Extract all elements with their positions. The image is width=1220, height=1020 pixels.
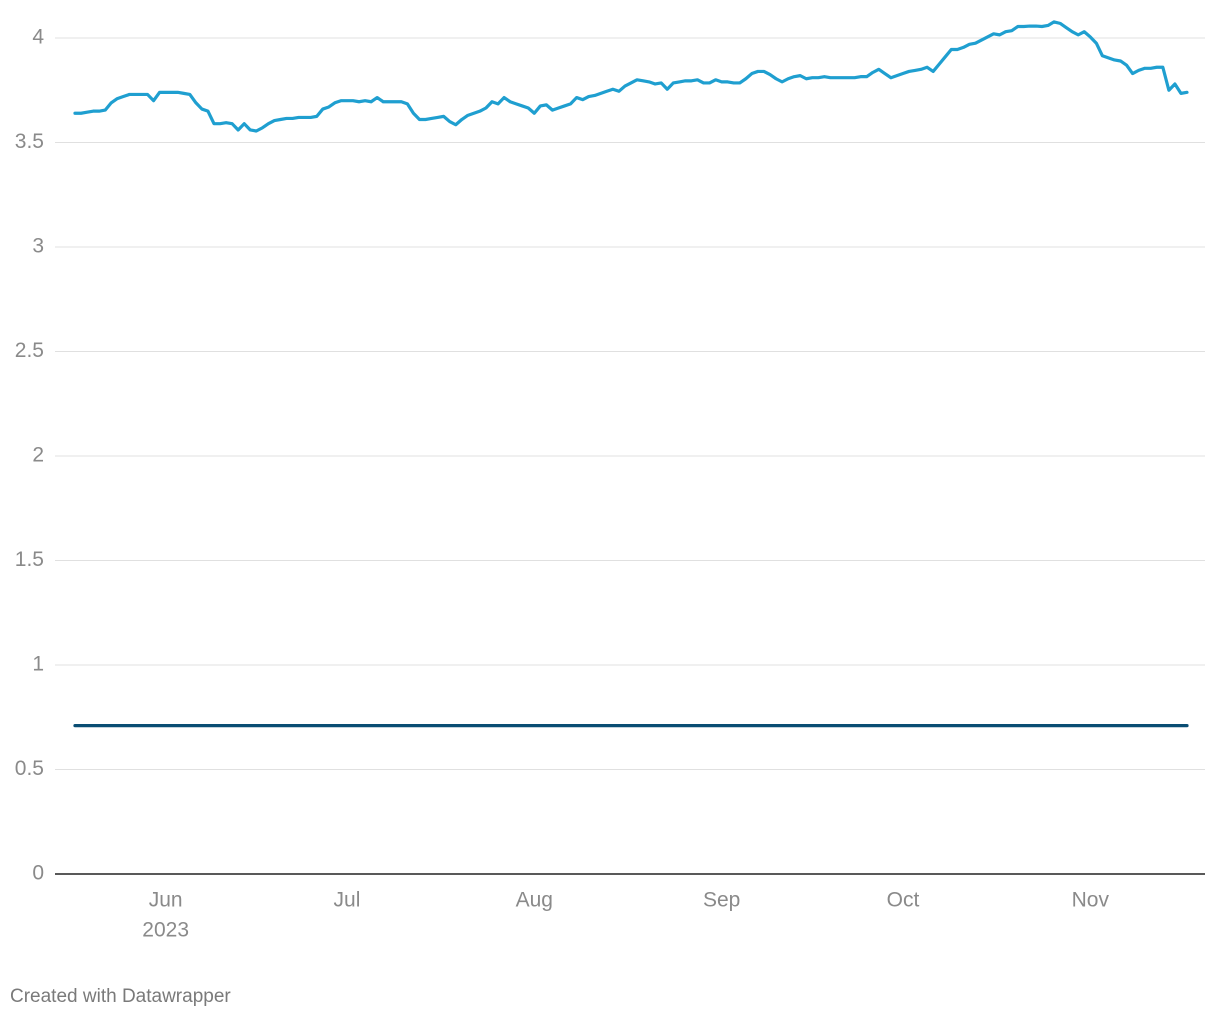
y-tick-label: 2 [32,444,44,467]
footer: Created with Datawrapper [10,986,231,1007]
y-tick-label: 3.5 [15,130,44,153]
x-tick-label: Jul [334,889,361,912]
y-tick-label: 4 [32,26,44,49]
y-tick-label: 1.5 [15,548,44,571]
y-tick-label: 0.5 [15,757,44,780]
y-tick-label: 3 [32,235,44,258]
x-tick-label: Sep [703,889,740,912]
x-tick-label: Aug [516,889,553,912]
x-tick-label: Nov [1072,889,1110,912]
y-tick-label: 2.5 [15,339,44,362]
x-tick-label: Oct [887,889,920,912]
x-tick-label: Jun [149,889,183,912]
y-tick-label: 0 [32,862,44,885]
x-year-label: 2023 [142,919,189,942]
data-line [73,20,1189,133]
y-tick-label: 1 [32,653,44,676]
